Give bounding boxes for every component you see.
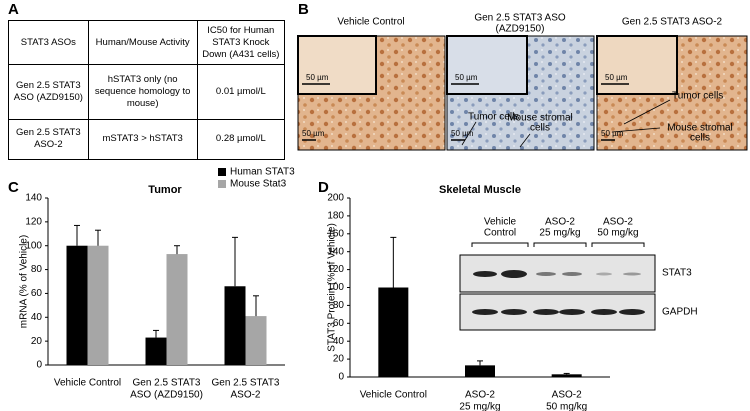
table-cell: 0.01 µmol/L [196,64,286,120]
annotation: Tumor cells [468,112,519,123]
band-label: GAPDH [662,307,698,318]
x-tick-label: Gen 2.5 STAT3 [212,378,280,389]
y-tick-label: 0 [338,372,344,383]
bar [224,286,246,365]
lane-label: Vehicle [484,217,517,228]
bar [66,245,88,365]
annotation-arrows [461,99,671,148]
annotation: Mouse stromal [667,123,733,134]
x-tick-label: ASO-2 [552,390,582,401]
lane-label: Control [484,228,516,239]
scale-label: 50 µm [302,129,325,138]
bar [551,374,582,377]
y-tick-label: 20 [333,354,345,365]
y-tick-label: 20 [31,336,43,347]
scale-bars [302,83,629,141]
scale-label: 50 µm [455,73,478,82]
lane-label: 50 mg/kg [597,228,638,239]
x-tick-label: ASO-2 [465,390,495,401]
y-tick-label: 40 [333,336,345,347]
x-tick-label: Vehicle Control [54,378,121,389]
lane-label: 25 mg/kg [539,228,580,239]
y-tick-label: 60 [333,318,345,329]
y-tick-label: 120 [25,216,42,227]
legend-swatch [218,168,226,176]
table-header: STAT3 ASOs [8,19,89,66]
legend-label: Mouse Stat3 [230,179,287,190]
x-tick-label: ASO (AZD9150) [130,390,203,401]
inset [596,35,678,95]
micrograph-title: Vehicle Control [337,17,404,28]
bar [145,337,167,365]
micrograph-title: Gen 2.5 STAT3 ASO-2 [622,17,723,28]
x-tick-label: 25 mg/kg [459,402,500,411]
y-tick-label: 140 [327,246,344,257]
annotation: cells [530,123,550,134]
y-tick-label: 140 [25,193,42,204]
y-tick-label: 100 [327,282,344,293]
inset [446,35,528,95]
y-tick-label: 160 [327,228,344,239]
y-tick-label: 80 [31,264,43,275]
panel-label: A [8,1,19,18]
band-label: STAT3 [662,268,692,279]
scale-label: 50 µm [306,73,329,82]
scale-label: 50 µm [601,129,624,138]
panel-label: D [318,179,329,196]
y-tick-label: 180 [327,211,344,222]
table-cell: 0.28 µmol/L [196,118,286,161]
micrograph-title: (AZD9150) [496,24,545,35]
table-cell: hSTAT3 only (no sequence homology to mou… [87,64,198,120]
micrograph-title: Gen 2.5 STAT3 ASO [474,13,566,24]
panel-label: B [298,1,309,18]
table-cell: mSTAT3 > hSTAT3 [87,118,198,161]
bar [245,316,267,365]
bar [87,245,109,365]
bar [166,254,188,365]
chart-title: Skeletal Muscle [439,184,521,196]
y-tick-label: 120 [327,264,344,275]
scale-label: 50 µm [605,73,628,82]
panel-label: C [8,179,19,196]
x-tick-label: 50 mg/kg [546,402,587,411]
annotation: Mouse stromal [507,113,573,124]
lane-label: ASO-2 [545,217,575,228]
annotation: cells [690,133,710,144]
y-axis-label: STAT3 Protein (% of Vehicle) [327,223,338,352]
lane-brackets [471,242,645,247]
y-axis-label: mRNA (% of Vehicle) [19,235,30,328]
scale-label: 50 µm [451,129,474,138]
y-tick-label: 40 [31,312,43,323]
y-tick-label: 60 [31,288,43,299]
x-tick-label: Vehicle Control [360,390,427,401]
x-tick-label: Gen 2.5 STAT3 [133,378,201,389]
legend-label: Human STAT3 [230,167,295,178]
y-tick-label: 100 [25,240,42,251]
micrographs [297,35,748,151]
table-cell: Gen 2.5 STAT3 ASO (AZD9150) [8,64,89,120]
blot [459,242,656,331]
y-tick-label: 80 [333,300,345,311]
y-tick-label: 200 [327,193,344,204]
legend-swatch [218,180,226,188]
lane-label: ASO-2 [603,217,633,228]
blot-panel [459,254,656,293]
annotation: Tumor cells [672,91,723,102]
blot-bands [472,270,645,315]
inset [297,35,377,95]
chart-title: Tumor [148,184,182,196]
x-tick-label: ASO-2 [230,390,260,401]
bar [465,365,495,377]
y-tick-label: 0 [36,360,42,371]
bar [378,287,409,377]
asos-table: STAT3 ASOs Human/Mouse Activity IC50 for H… [8,19,286,161]
